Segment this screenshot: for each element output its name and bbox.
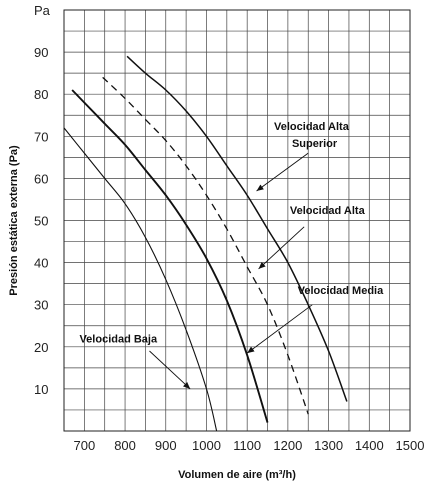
y-tick-label: 70 xyxy=(34,129,48,144)
x-tick-label: 800 xyxy=(114,438,136,453)
y-tick-label: 60 xyxy=(34,171,48,186)
series-line-1 xyxy=(63,127,218,432)
x-tick-label: 1400 xyxy=(355,438,384,453)
y-tick-label: 20 xyxy=(34,340,48,355)
y-axis-label: Presión estática externa (Pa) xyxy=(8,145,20,296)
annotations: Velocidad Baja Velocidad Media Velocidad A… xyxy=(79,121,384,390)
series-line-4 xyxy=(126,55,348,402)
plot-frame xyxy=(63,9,411,432)
series-lines xyxy=(63,55,348,432)
x-tick-label: 1100 xyxy=(233,438,261,453)
x-axis-label: Volumen de aire (m³/h) xyxy=(178,469,296,481)
y-tick-label: 90 xyxy=(34,45,48,60)
x-tick-label: 700 xyxy=(74,438,96,453)
annotation-arrow xyxy=(246,304,313,354)
annotation-label: Velocidad Alta xyxy=(274,121,350,133)
annotation-arrow xyxy=(258,226,305,270)
annotation-label: Velocidad Media xyxy=(298,285,384,297)
y-tick-label: 50 xyxy=(34,214,48,229)
x-tick-label: 900 xyxy=(155,438,177,453)
y-tick-label: 30 xyxy=(34,298,48,313)
y-unit-label: Pa xyxy=(34,3,51,18)
annotation-label: Velocidad Baja xyxy=(79,334,158,346)
series-line-3 xyxy=(102,76,309,415)
x-tick-label: 1500 xyxy=(396,438,425,453)
annotation-label: Superior xyxy=(292,138,338,150)
x-tick-label: 1000 xyxy=(192,438,221,453)
y-tick-label: 80 xyxy=(34,87,48,102)
annotation-label: Velocidad Alta xyxy=(290,205,366,217)
tick-labels: 10 20 30 40 50 60 70 80 90 700 800 900 1000 1100 1200 1… xyxy=(34,45,424,453)
y-tick-label: 10 xyxy=(34,382,48,397)
annotation-arrow xyxy=(256,152,309,192)
series-line-2 xyxy=(71,89,269,423)
grid xyxy=(63,9,411,432)
x-tick-label: 1300 xyxy=(314,438,343,453)
y-tick-label: 40 xyxy=(34,256,48,271)
x-tick-label: 1200 xyxy=(273,438,302,453)
annotation-arrow xyxy=(149,350,191,390)
